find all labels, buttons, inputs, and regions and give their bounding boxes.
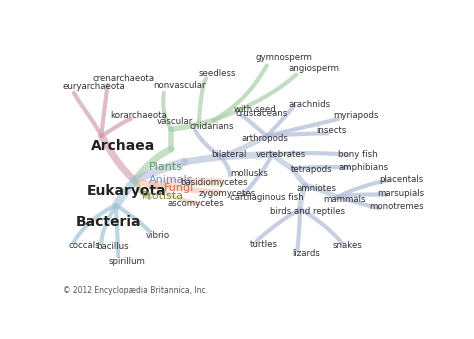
Text: mammals: mammals: [324, 195, 366, 204]
Text: spirillum: spirillum: [109, 257, 146, 266]
Text: with seed: with seed: [234, 105, 275, 114]
Text: tetrapods: tetrapods: [291, 165, 332, 174]
Text: crenarchaeota: crenarchaeota: [92, 74, 155, 83]
Text: Archaea: Archaea: [91, 139, 155, 153]
Text: Eukaryota: Eukaryota: [87, 184, 166, 198]
Text: cartilaginous fish: cartilaginous fish: [230, 193, 304, 202]
Text: bacillus: bacillus: [96, 242, 128, 252]
Text: arthropods: arthropods: [241, 134, 288, 143]
Text: coccals: coccals: [68, 241, 100, 250]
Text: crustaceans: crustaceans: [236, 109, 288, 118]
Text: lizards: lizards: [292, 249, 320, 258]
Text: bony fish: bony fish: [338, 150, 378, 159]
Text: vascular: vascular: [156, 117, 193, 126]
Text: myriapods: myriapods: [333, 111, 378, 120]
Text: Protista: Protista: [142, 191, 184, 201]
Text: seedless: seedless: [199, 69, 237, 78]
Text: Fungi: Fungi: [164, 183, 194, 193]
Text: euryarchaeota: euryarchaeota: [63, 82, 126, 91]
Text: zygomycetes: zygomycetes: [199, 189, 256, 198]
Text: Plants: Plants: [149, 162, 183, 172]
Text: ascomycetes: ascomycetes: [168, 199, 224, 208]
Text: basidiomycetes: basidiomycetes: [181, 178, 248, 187]
Text: Animals: Animals: [149, 175, 194, 185]
Text: arachnids: arachnids: [289, 100, 331, 109]
Text: monotremes: monotremes: [370, 202, 424, 211]
Text: turtles: turtles: [250, 240, 278, 249]
Text: amphibians: amphibians: [338, 163, 389, 172]
Text: mollusks: mollusks: [230, 169, 268, 178]
Text: © 2012 Encyclopædia Britannica, Inc.: © 2012 Encyclopædia Britannica, Inc.: [63, 286, 208, 295]
Text: Bacteria: Bacteria: [76, 215, 141, 229]
Text: vertebrates: vertebrates: [256, 150, 306, 159]
Text: nonvascular: nonvascular: [153, 81, 205, 89]
Text: angiosperm: angiosperm: [289, 64, 340, 73]
Text: birds and reptiles: birds and reptiles: [271, 207, 346, 216]
Text: bilateral: bilateral: [212, 150, 247, 159]
Text: vibrio: vibrio: [146, 231, 170, 240]
Text: insects: insects: [316, 126, 347, 135]
Text: amniotes: amniotes: [296, 184, 336, 193]
Text: marsupials: marsupials: [377, 189, 424, 198]
Text: snakes: snakes: [333, 241, 363, 250]
Text: placentals: placentals: [379, 175, 423, 183]
Text: cnidarians: cnidarians: [190, 122, 234, 131]
Text: gymnosperm: gymnosperm: [256, 53, 313, 62]
Text: korarchaeota: korarchaeota: [110, 111, 167, 120]
